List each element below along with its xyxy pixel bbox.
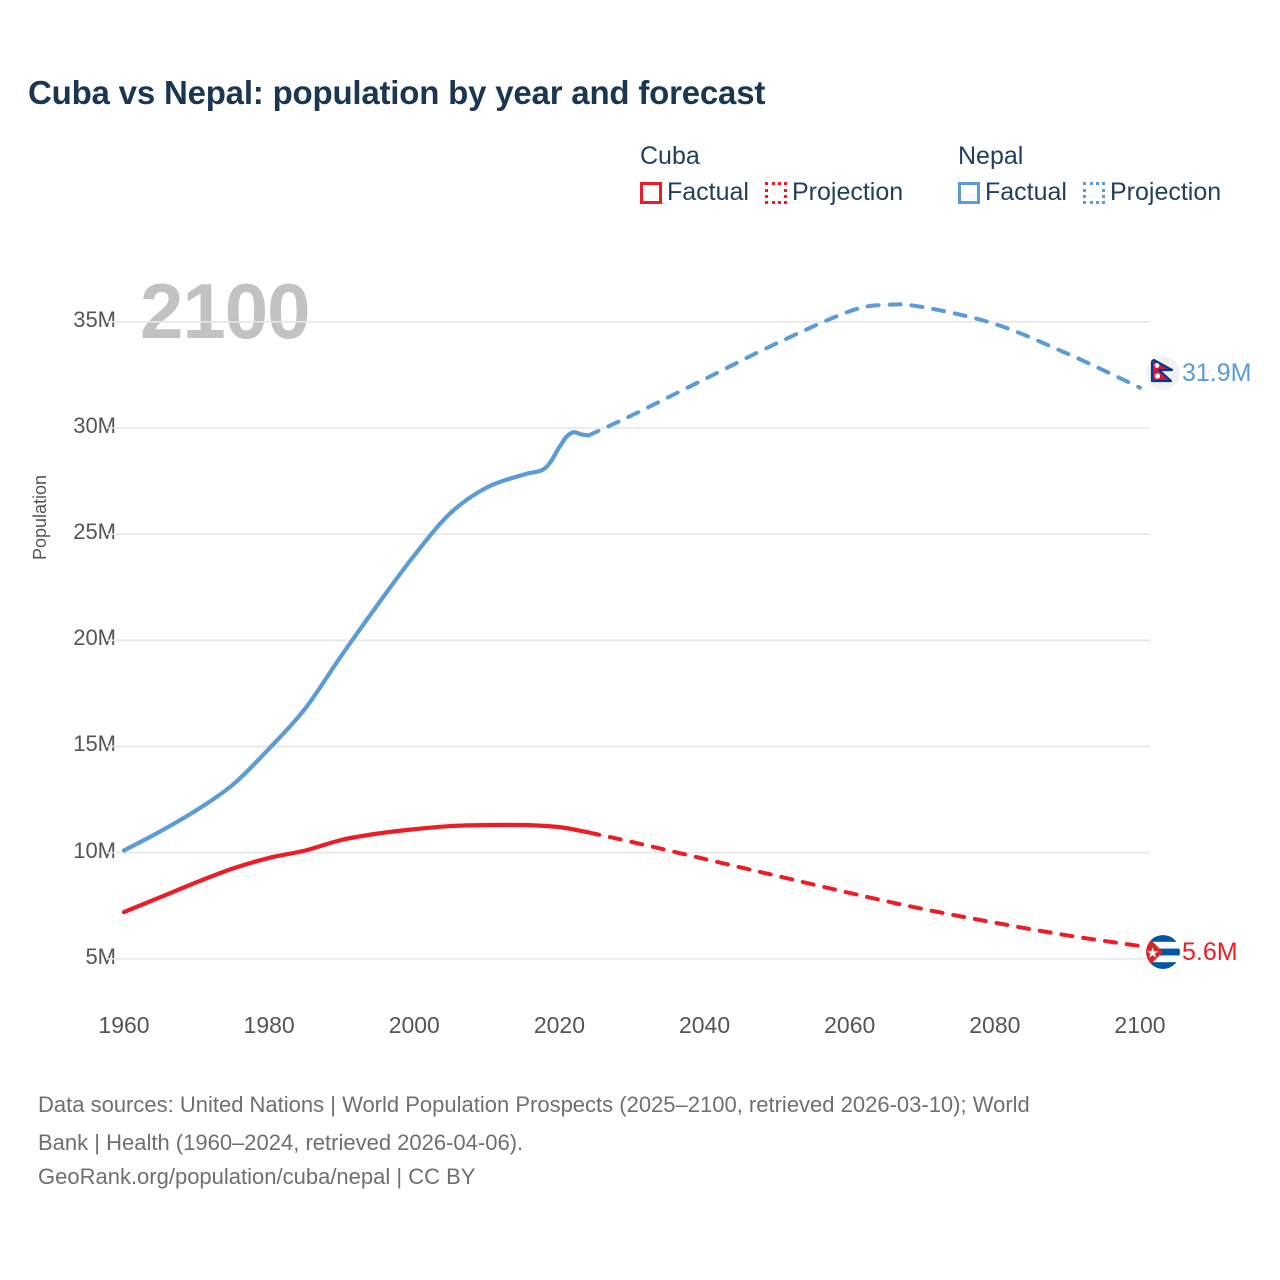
nepal-end-value-label: 31.9M bbox=[1182, 359, 1252, 387]
legend-item-nepal-projection[interactable]: Projection bbox=[1082, 178, 1222, 207]
x-tick-label: 2080 bbox=[969, 1012, 1021, 1038]
legend-swatch-cuba-projection-icon bbox=[764, 181, 787, 204]
legend-label-cuba-factual: Factual bbox=[667, 178, 749, 206]
legend-group-nepal: Nepal Factual Projection bbox=[958, 142, 1221, 207]
y-tick-label: 20M bbox=[73, 625, 116, 651]
legend-label-cuba-projection: Projection bbox=[791, 178, 904, 206]
x-tick-label: 1980 bbox=[243, 1012, 295, 1038]
footer-line-3: GeoRank.org/population/cuba/nepal | CC B… bbox=[38, 1164, 476, 1189]
cuba-flag-marker-icon bbox=[1146, 935, 1180, 969]
cuba-end-value-label: 5.6M bbox=[1182, 938, 1238, 966]
legend-country-nepal: Nepal bbox=[958, 142, 1024, 170]
y-tick-label: 25M bbox=[73, 519, 116, 545]
legend-swatch-cuba-factual-icon bbox=[640, 181, 662, 204]
x-tick-label: 2040 bbox=[678, 1012, 731, 1038]
footer-line-2: Bank | Health (1960–2024, retrieved 2026… bbox=[38, 1130, 524, 1155]
y-tick-label: 30M bbox=[73, 413, 116, 438]
legend-item-nepal-factual[interactable]: Factual bbox=[958, 178, 1067, 207]
x-tick-label: 1960 bbox=[98, 1012, 150, 1038]
legend-item-cuba-projection[interactable]: Projection bbox=[764, 178, 904, 207]
legend-label-nepal-projection: Projection bbox=[1109, 178, 1222, 206]
series-line-cuba-factual bbox=[121, 822, 591, 915]
chart-footer: Data sources: United Nations | World Pop… bbox=[38, 1088, 1238, 1194]
chart-legend: Cuba Factual Projection Nepal Factual bbox=[640, 142, 1260, 222]
page-title: Cuba vs Nepal: population by year and fo… bbox=[28, 74, 766, 111]
x-tick-label: 2060 bbox=[824, 1012, 876, 1038]
x-tick-label: 2020 bbox=[533, 1012, 585, 1038]
x-tick-label: 2000 bbox=[388, 1012, 440, 1038]
series-line-nepal-projection bbox=[586, 302, 1142, 438]
footer-line-1: Data sources: United Nations | World Pop… bbox=[38, 1092, 1030, 1117]
legend-group-cuba: Cuba Factual Projection bbox=[640, 142, 903, 207]
legend-swatch-nepal-projection-icon bbox=[1082, 181, 1105, 204]
year-watermark: 2100 bbox=[140, 267, 311, 355]
x-tick-label: 2100 bbox=[1114, 1012, 1166, 1038]
legend-label-nepal-factual: Factual bbox=[985, 178, 1067, 206]
series-line-cuba-projection bbox=[586, 830, 1142, 949]
y-tick-label: 10M bbox=[73, 837, 116, 863]
y-tick-label: 5M bbox=[85, 943, 116, 969]
series-line-nepal-factual bbox=[121, 430, 591, 853]
nepal-flag-marker-icon bbox=[1146, 356, 1180, 390]
y-tick-label: 35M bbox=[73, 306, 116, 332]
legend-swatch-nepal-factual-icon bbox=[958, 181, 980, 204]
y-tick-label: 15M bbox=[73, 731, 116, 757]
legend-item-cuba-factual[interactable]: Factual bbox=[640, 178, 749, 207]
legend-country-cuba: Cuba bbox=[640, 142, 700, 170]
